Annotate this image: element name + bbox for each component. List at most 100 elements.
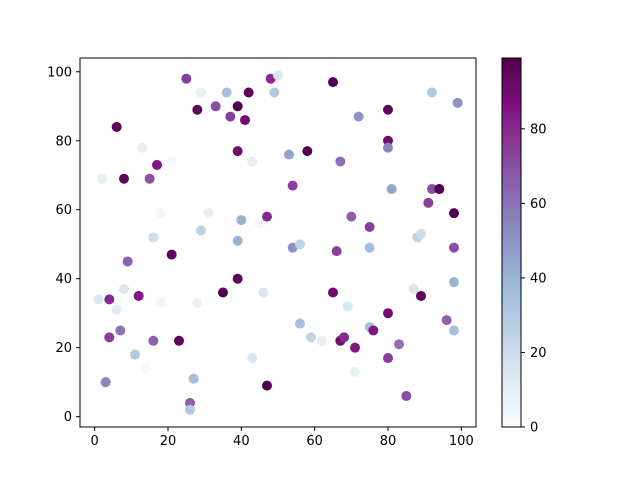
scatter-point	[203, 208, 214, 219]
scatter-point	[368, 325, 379, 336]
x-tick-label: 100	[449, 434, 474, 449]
scatter-point	[181, 73, 192, 84]
scatter-point	[350, 342, 360, 353]
scatter-point	[133, 290, 144, 301]
scatter-point	[232, 235, 243, 246]
scatter-point	[427, 87, 437, 98]
scatter-point	[93, 294, 104, 305]
scatter-point	[401, 390, 412, 401]
scatter-point	[97, 173, 107, 184]
scatter-point	[111, 304, 122, 315]
colorbar-tick-label: 0	[530, 421, 538, 436]
scatter-point	[339, 332, 349, 343]
colorbar-gradient	[501, 57, 522, 428]
scatter-point	[188, 373, 199, 384]
x-tick-label: 40	[233, 434, 250, 449]
scatter-point	[258, 287, 269, 298]
scatter-point	[434, 184, 445, 195]
scatter-point	[335, 156, 346, 167]
colorbar-tick-label: 80	[530, 122, 547, 137]
scatter-point	[254, 218, 265, 229]
scatter-point	[408, 284, 419, 295]
scatter-point	[302, 146, 313, 157]
scatter-point	[383, 142, 393, 153]
scatter-point	[328, 287, 338, 298]
scatter-point	[295, 318, 305, 329]
scatter-point	[130, 349, 140, 360]
scatter-point	[262, 211, 272, 222]
scatter-point	[328, 77, 338, 88]
y-tick-label: 40	[55, 272, 72, 287]
scatter-point	[185, 404, 195, 415]
scatter-point	[449, 325, 459, 336]
scatter-point	[243, 87, 254, 98]
scatter-point	[115, 325, 126, 336]
scatter-point	[449, 242, 459, 253]
scatter-point	[331, 246, 342, 257]
scatter-point	[342, 301, 353, 312]
scatter-point	[119, 284, 129, 295]
scatter-point	[441, 315, 452, 326]
scatter-point	[295, 239, 305, 250]
scatter-point	[350, 366, 360, 377]
scatter-point	[196, 87, 206, 98]
scatter-point	[148, 232, 159, 243]
scatter-point	[210, 101, 221, 112]
scatter-point	[137, 142, 148, 153]
scatter-point	[416, 228, 426, 239]
scatter-point	[262, 380, 272, 391]
scatter-point	[273, 70, 283, 81]
scatter-point	[174, 335, 184, 346]
scatter-point	[141, 363, 151, 374]
scatter-point	[225, 111, 236, 122]
scatter-point	[346, 211, 357, 222]
scatter-point	[119, 173, 129, 184]
x-tick-label: 80	[380, 434, 397, 449]
scatter-point	[247, 353, 258, 364]
scatter-point	[185, 397, 195, 408]
scatter-point	[192, 297, 203, 308]
scatter-point	[232, 101, 243, 112]
y-tick-label: 60	[55, 203, 72, 218]
plot-frame	[79, 57, 477, 428]
scatter-point	[317, 335, 327, 346]
scatter-point	[353, 111, 364, 122]
scatter-point	[416, 290, 426, 301]
scatter-point	[104, 332, 115, 343]
scatter-point	[386, 184, 397, 195]
scatter-point	[148, 335, 159, 346]
scatter-point	[427, 184, 437, 195]
scatter-point	[452, 97, 463, 108]
y-tick-label: 0	[64, 410, 72, 425]
y-tick-label: 100	[47, 65, 72, 80]
scatter-point	[240, 115, 250, 126]
y-tick-label: 20	[55, 341, 72, 356]
scatter-point	[196, 225, 206, 236]
scatter-point	[232, 146, 243, 157]
colorbar-tick-label: 40	[530, 271, 547, 286]
scatter-point	[111, 121, 122, 132]
scatter-point	[383, 135, 393, 146]
scatter-point	[166, 249, 177, 260]
x-tick-label: 60	[306, 434, 323, 449]
scatter-point	[152, 159, 162, 170]
scatter-point	[284, 149, 294, 160]
scatter-point	[155, 297, 166, 308]
scatter-point	[166, 156, 177, 167]
scatter-point	[287, 180, 298, 191]
scatter-point	[364, 221, 375, 232]
scatter-point	[221, 87, 232, 98]
scatter-point	[383, 104, 393, 115]
scatter-point	[423, 197, 434, 208]
scatter-point	[104, 294, 115, 305]
scatter-point	[269, 87, 280, 98]
colorbar-tick-label: 20	[530, 346, 547, 361]
x-tick-label: 20	[160, 434, 177, 449]
scatter-point	[449, 277, 459, 288]
colorbar-tick-label: 60	[530, 197, 547, 212]
scatter-point	[218, 287, 228, 298]
scatter-point	[232, 273, 243, 284]
scatter-point	[236, 215, 247, 226]
